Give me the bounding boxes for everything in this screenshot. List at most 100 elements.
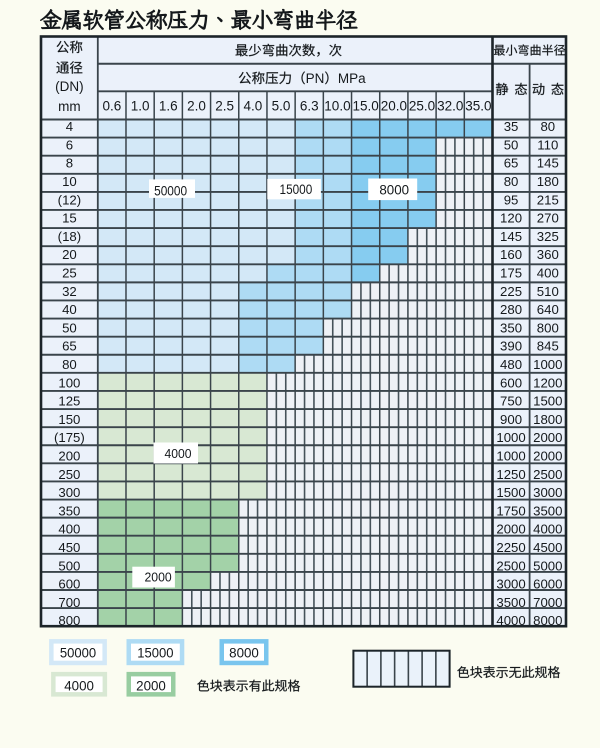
svg-text:3500: 3500 <box>533 503 562 518</box>
svg-text:110: 110 <box>537 137 558 152</box>
svg-text:510: 510 <box>537 284 559 299</box>
svg-text:32.0: 32.0 <box>437 98 463 113</box>
svg-text:145: 145 <box>537 156 559 171</box>
svg-text:600: 600 <box>58 577 80 592</box>
svg-text:50000: 50000 <box>60 644 96 660</box>
svg-text:1750: 1750 <box>496 503 525 518</box>
svg-text:5000: 5000 <box>533 558 562 573</box>
svg-text:200: 200 <box>58 449 80 464</box>
svg-text:2250: 2250 <box>496 540 525 555</box>
svg-text:845: 845 <box>537 339 559 354</box>
svg-text:40: 40 <box>62 302 77 317</box>
svg-text:1200: 1200 <box>533 375 562 390</box>
svg-text:1000: 1000 <box>496 449 525 464</box>
svg-text:2.5: 2.5 <box>215 98 234 113</box>
svg-text:2000: 2000 <box>533 449 562 464</box>
svg-text:6000: 6000 <box>533 577 562 592</box>
svg-text:700: 700 <box>58 595 80 610</box>
svg-text:360: 360 <box>537 247 559 262</box>
svg-text:15: 15 <box>62 211 77 226</box>
svg-text:400: 400 <box>537 266 559 281</box>
svg-text:600: 600 <box>500 375 522 390</box>
svg-text:4000: 4000 <box>64 678 94 694</box>
svg-text:80: 80 <box>504 174 519 189</box>
svg-text:mm: mm <box>58 99 81 114</box>
svg-text:4: 4 <box>66 119 73 134</box>
svg-text:1.6: 1.6 <box>159 98 178 113</box>
svg-text:1800: 1800 <box>533 412 562 427</box>
svg-text:4000: 4000 <box>165 446 192 461</box>
svg-text:50: 50 <box>504 137 519 152</box>
svg-text:1250: 1250 <box>496 467 525 482</box>
svg-text:8000: 8000 <box>379 181 409 197</box>
svg-text:1.0: 1.0 <box>131 98 150 113</box>
svg-text:2000: 2000 <box>533 430 562 445</box>
svg-text:145: 145 <box>500 229 522 244</box>
svg-text:175: 175 <box>500 266 522 281</box>
svg-text:125: 125 <box>58 394 80 409</box>
svg-text:(DN): (DN) <box>55 79 84 94</box>
svg-text:2000: 2000 <box>136 678 166 694</box>
svg-text:325: 325 <box>537 229 559 244</box>
svg-text:10.0: 10.0 <box>324 98 350 113</box>
svg-text:100: 100 <box>58 375 80 390</box>
svg-text:800: 800 <box>537 320 559 335</box>
svg-text:32: 32 <box>62 284 77 299</box>
svg-text:4.0: 4.0 <box>243 98 262 113</box>
svg-text:PN: PN <box>306 71 325 86</box>
svg-text:(18): (18) <box>58 229 81 244</box>
svg-text:5.0: 5.0 <box>272 98 291 113</box>
svg-text:150: 150 <box>58 412 80 427</box>
svg-text:8: 8 <box>66 156 73 171</box>
svg-text:1500: 1500 <box>496 485 525 500</box>
svg-text:1500: 1500 <box>533 394 562 409</box>
svg-text:900: 900 <box>500 412 522 427</box>
svg-text:20: 20 <box>62 247 77 262</box>
svg-text:6: 6 <box>66 137 73 152</box>
svg-text:80: 80 <box>62 357 77 372</box>
svg-text:500: 500 <box>58 558 80 573</box>
svg-text:300: 300 <box>58 485 80 500</box>
svg-text:8000: 8000 <box>229 644 259 660</box>
svg-text:25: 25 <box>62 266 77 281</box>
svg-text:25.0: 25.0 <box>409 98 435 113</box>
svg-text:4000: 4000 <box>496 613 525 628</box>
svg-text:180: 180 <box>537 174 559 189</box>
svg-text:80: 80 <box>540 119 555 134</box>
svg-text:20.0: 20.0 <box>381 98 407 113</box>
svg-text:215: 215 <box>537 192 559 207</box>
svg-text:1000: 1000 <box>496 430 525 445</box>
svg-text:2.0: 2.0 <box>187 98 206 113</box>
svg-text:15000: 15000 <box>137 644 173 660</box>
svg-text:95: 95 <box>504 192 519 207</box>
svg-text:750: 750 <box>500 394 522 409</box>
svg-text:640: 640 <box>537 302 559 317</box>
svg-text:50: 50 <box>62 320 77 335</box>
svg-text:35: 35 <box>504 119 519 134</box>
svg-text:65: 65 <box>62 339 77 354</box>
svg-text:4000: 4000 <box>533 522 562 537</box>
svg-text:800: 800 <box>58 613 80 628</box>
svg-text:2000: 2000 <box>496 522 525 537</box>
svg-text:120: 120 <box>500 211 522 226</box>
svg-text:2000: 2000 <box>145 569 172 584</box>
svg-text:225: 225 <box>500 284 522 299</box>
svg-text:250: 250 <box>58 467 80 482</box>
svg-text:3500: 3500 <box>496 595 525 610</box>
svg-text:2500: 2500 <box>496 558 525 573</box>
svg-text:270: 270 <box>537 211 559 226</box>
svg-text:6.3: 6.3 <box>300 98 319 113</box>
svg-text:3000: 3000 <box>496 577 525 592</box>
svg-text:350: 350 <box>500 320 522 335</box>
svg-text:1000: 1000 <box>533 357 562 372</box>
svg-text:2500: 2500 <box>533 467 562 482</box>
svg-text:390: 390 <box>500 339 522 354</box>
svg-text:3000: 3000 <box>533 485 562 500</box>
svg-text:50000: 50000 <box>154 182 187 198</box>
svg-text:0.6: 0.6 <box>103 98 122 113</box>
svg-text:8000: 8000 <box>533 613 562 628</box>
svg-text:450: 450 <box>58 540 80 555</box>
svg-text:10: 10 <box>62 174 77 189</box>
svg-text:(12): (12) <box>58 192 81 207</box>
svg-text:15.0: 15.0 <box>352 98 378 113</box>
